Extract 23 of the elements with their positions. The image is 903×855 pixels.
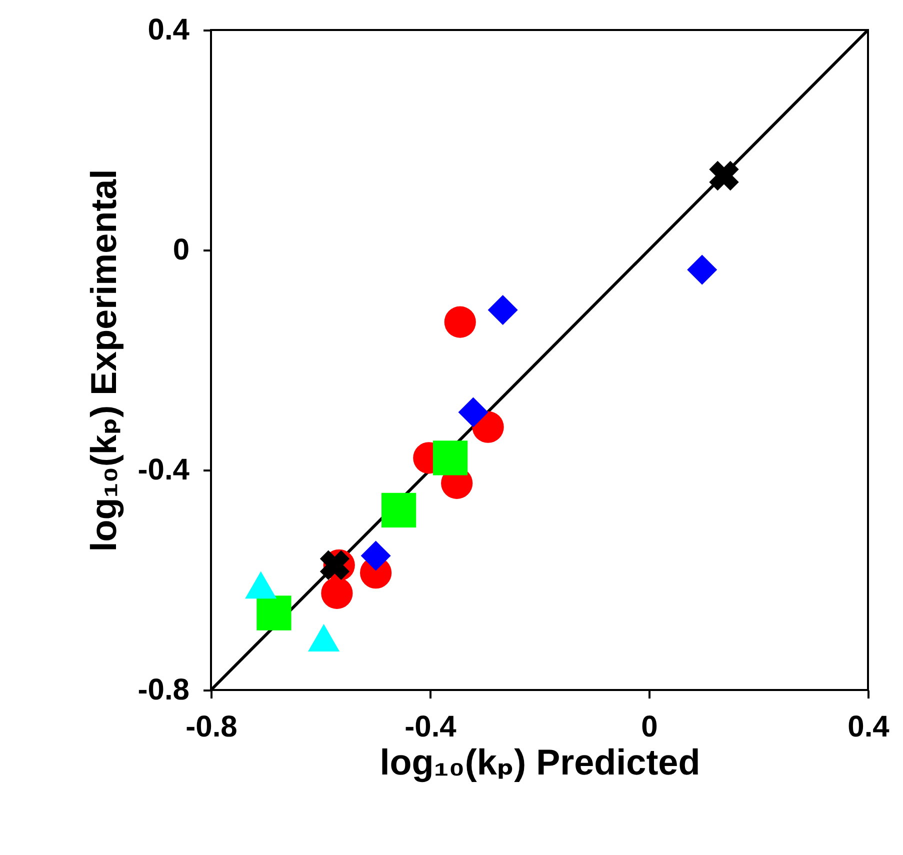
point <box>687 254 718 285</box>
y-tick-label: 0.4 <box>148 14 190 46</box>
x-tick-label: 0.4 <box>848 710 890 744</box>
point <box>488 294 518 325</box>
point <box>320 550 350 580</box>
y-tick-label: 0 <box>172 234 190 266</box>
point <box>709 160 739 191</box>
point <box>360 540 391 571</box>
y-tick-label: -0.8 <box>138 674 190 706</box>
y-tick-label: -0.4 <box>138 454 190 486</box>
point <box>245 571 277 599</box>
point <box>381 492 416 528</box>
x-tick-label: -0.8 <box>186 710 238 744</box>
point <box>321 577 353 609</box>
point <box>256 596 292 630</box>
x-axis-title: log₁₀(kₚ) Predicted <box>380 742 700 782</box>
point <box>444 306 476 338</box>
point <box>432 440 468 476</box>
point <box>458 397 488 428</box>
x-tick-label: -0.4 <box>404 710 457 744</box>
point <box>308 624 340 652</box>
x-tick-label: 0 <box>641 710 658 744</box>
y-axis-title: log₁₀(kₚ) Experimental <box>82 169 124 552</box>
